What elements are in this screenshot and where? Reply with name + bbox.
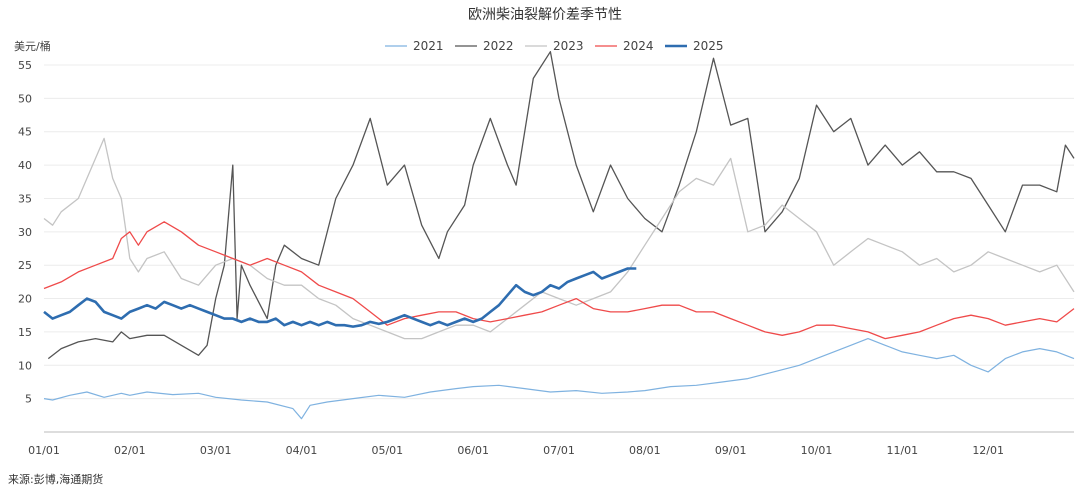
y-tick-label: 10 <box>18 359 32 372</box>
source-note: 来源:彭博,海通期货 <box>8 473 104 486</box>
x-tick-label: 09/01 <box>715 444 747 457</box>
x-tick-label: 01/01 <box>28 444 60 457</box>
x-tick-label: 02/01 <box>114 444 146 457</box>
y-tick-label: 20 <box>18 293 32 306</box>
series-lines <box>43 51 1075 420</box>
x-tick-label: 03/01 <box>200 444 232 457</box>
y-tick-label: 55 <box>18 59 32 72</box>
legend: 2021 2022 2023 2024 2025 <box>385 39 724 53</box>
series-line-2021 <box>43 338 1075 420</box>
y-tick-label: 30 <box>18 226 32 239</box>
legend-label-2022: 2022 <box>483 39 514 53</box>
legend-label-2025: 2025 <box>693 39 724 53</box>
y-tick-label: 40 <box>18 159 32 172</box>
x-tick-label: 07/01 <box>543 444 575 457</box>
y-axis: 5 10 15 20 25 30 35 40 45 50 55 <box>18 59 32 406</box>
y-tick-label: 50 <box>18 92 32 105</box>
x-axis: 01/01 02/01 03/01 04/01 05/01 06/01 07/01 08/01… <box>28 444 1004 457</box>
x-tick-label: 06/01 <box>457 444 489 457</box>
series-line-2024 <box>43 221 1075 340</box>
x-tick-label: 10/01 <box>801 444 833 457</box>
y-axis-unit: 美元/桶 <box>14 39 51 53</box>
y-tick-label: 15 <box>18 326 32 339</box>
legend-label-2023: 2023 <box>553 39 584 53</box>
series-line-2025 <box>43 267 637 328</box>
chart-title: 欧洲柴油裂解价差季节性 <box>468 7 622 23</box>
legend-label-2024: 2024 <box>623 39 654 53</box>
y-tick-label: 35 <box>18 192 32 205</box>
x-tick-label: 05/01 <box>371 444 403 457</box>
series-line-2023 <box>43 137 1075 340</box>
legend-label-2021: 2021 <box>413 39 444 53</box>
x-tick-label: 04/01 <box>286 444 318 457</box>
x-tick-label: 11/01 <box>886 444 918 457</box>
x-tick-label: 08/01 <box>629 444 661 457</box>
y-tick-label: 5 <box>25 393 32 406</box>
y-tick-label: 25 <box>18 259 32 272</box>
series-line-2022 <box>47 51 1075 360</box>
x-tick-label: 12/01 <box>972 444 1004 457</box>
y-tick-label: 45 <box>18 126 32 139</box>
gridlines <box>44 64 1074 400</box>
